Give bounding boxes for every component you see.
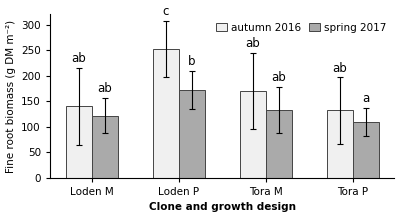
Text: ab: ab (97, 82, 112, 95)
Text: ab: ab (245, 37, 260, 50)
Text: ab: ab (332, 62, 347, 75)
Text: a: a (362, 92, 369, 105)
Text: b: b (188, 55, 196, 68)
Bar (66, 106, 92, 178)
Bar (92, 116, 118, 178)
X-axis label: Clone and growth design: Clone and growth design (149, 203, 296, 213)
Bar (152, 49, 179, 178)
Y-axis label: Fine root biomass (g DM m⁻²): Fine root biomass (g DM m⁻²) (6, 20, 16, 173)
Bar (326, 110, 353, 178)
Bar (179, 90, 205, 178)
Bar (266, 110, 292, 178)
Text: c: c (162, 5, 169, 19)
Text: ab: ab (271, 71, 286, 84)
Bar (353, 122, 379, 178)
Text: ab: ab (71, 53, 86, 65)
Bar (240, 91, 266, 178)
Legend: autumn 2016, spring 2017: autumn 2016, spring 2017 (213, 20, 389, 36)
